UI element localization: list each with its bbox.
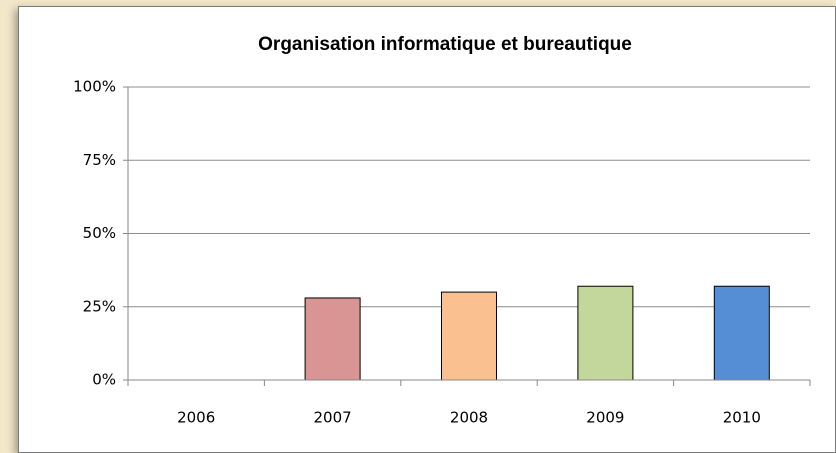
x-tick-label: 2008 (450, 409, 488, 427)
chart-frame (18, 6, 836, 453)
x-tick-label: 2009 (586, 409, 624, 427)
x-tick-label: 2006 (177, 409, 215, 427)
bar (577, 285, 634, 381)
bar (713, 285, 770, 381)
y-tick-label: 75% (83, 151, 116, 169)
y-tick-label: 0% (92, 371, 116, 389)
x-tick-label: 2007 (314, 409, 352, 427)
bar (441, 291, 497, 381)
y-tick-label: 25% (83, 297, 116, 315)
bar (304, 297, 361, 381)
chart-title: Organisation informatique et bureautique (258, 34, 632, 55)
y-tick-label: 100% (73, 78, 116, 96)
y-tick-label: 50% (83, 224, 116, 242)
x-tick-label: 2010 (723, 409, 761, 427)
